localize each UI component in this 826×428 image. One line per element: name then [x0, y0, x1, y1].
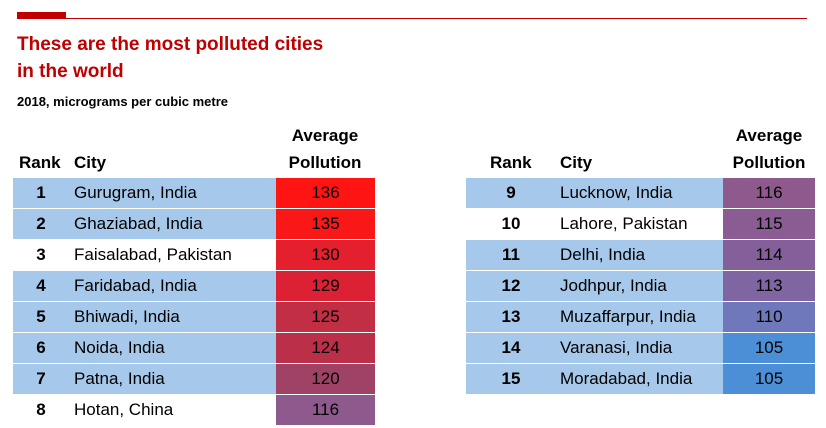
header-city-right: City [560, 153, 593, 172]
pollution-value-cell: 110 [723, 302, 815, 332]
pollution-value-cell: 125 [276, 302, 375, 332]
city-cell: Noida, India [74, 338, 165, 357]
header-city-left: City [74, 153, 107, 172]
table-row: 2 Ghaziabad, India 135 [13, 209, 375, 239]
rank-cell: 7 [36, 369, 46, 388]
pollution-value-cell: 105 [723, 333, 815, 363]
rank-cell: 2 [36, 214, 46, 233]
table-row: 12 Jodhpur, India 113 [466, 271, 815, 301]
table-row: 6 Noida, India 124 [13, 333, 375, 363]
table-row: 13 Muzaffarpur, India 110 [466, 302, 815, 332]
pollution-value-cell: 120 [276, 364, 375, 394]
header-pollution-line2: Pollution [732, 153, 806, 172]
table-row: 8 Hotan, China 116 [13, 395, 375, 425]
city-cell: Lucknow, India [560, 183, 673, 202]
pollution-value-cell: 124 [276, 333, 375, 363]
rank-cell: 10 [501, 214, 521, 233]
pollution-value-cell: 116 [723, 178, 815, 208]
header-pollution-line1: Average [291, 126, 359, 145]
chart-subtitle: 2018, micrograms per cubic metre [17, 94, 228, 109]
city-cell: Faisalabad, Pakistan [74, 245, 232, 264]
top-accent-block [17, 12, 66, 19]
rank-cell: 5 [36, 307, 46, 326]
city-cell: Faridabad, India [74, 276, 197, 295]
rank-cell: 6 [36, 338, 46, 357]
table-row: 5 Bhiwadi, India 125 [13, 302, 375, 332]
city-cell: Delhi, India [560, 245, 646, 264]
table-row: 10 Lahore, Pakistan 115 [466, 209, 815, 239]
pollution-value-cell: 136 [276, 178, 375, 208]
city-cell: Jodhpur, India [560, 276, 667, 295]
city-cell: Hotan, China [74, 400, 174, 419]
table-row: 9 Lucknow, India 116 [466, 178, 815, 208]
rank-cell: 12 [501, 276, 521, 295]
header-pollution-right: Average Pollution [722, 122, 816, 176]
city-cell: Bhiwadi, India [74, 307, 180, 326]
pollution-value-cell: 129 [276, 271, 375, 301]
table-row: 15 Moradabad, India 105 [466, 364, 815, 394]
city-cell: Gurugram, India [74, 183, 197, 202]
table-row: 11 Delhi, India 114 [466, 240, 815, 270]
table-row: 3 Faisalabad, Pakistan 130 [13, 240, 375, 270]
header-rank-right: Rank [490, 153, 532, 172]
pollution-value-cell: 114 [723, 240, 815, 270]
table-row: 4 Faridabad, India 129 [13, 271, 375, 301]
pollution-value-cell: 113 [723, 271, 815, 301]
rank-cell: 4 [36, 276, 46, 295]
city-cell: Muzaffarpur, India [560, 307, 696, 326]
rank-cell: 8 [36, 400, 46, 419]
rank-cell: 9 [506, 183, 516, 202]
top-rule [17, 18, 807, 19]
city-cell: Lahore, Pakistan [560, 214, 688, 233]
city-cell: Patna, India [74, 369, 165, 388]
header-pollution-line1: Average [735, 126, 803, 145]
rank-cell: 1 [36, 183, 46, 202]
header-pollution-line2: Pollution [288, 153, 362, 172]
pollution-value-cell: 116 [276, 395, 375, 425]
rank-cell: 11 [502, 245, 520, 264]
rank-cell: 13 [501, 307, 521, 326]
table-row: 14 Varanasi, India 105 [466, 333, 815, 363]
header-rank-left: Rank [19, 153, 61, 172]
rank-cell: 3 [36, 245, 46, 264]
table-row: 1 Gurugram, India 136 [13, 178, 375, 208]
city-cell: Varanasi, India [560, 338, 673, 357]
pollution-value-cell: 130 [276, 240, 375, 270]
city-cell: Moradabad, India [560, 369, 693, 388]
pollution-value-cell: 115 [723, 209, 815, 239]
city-cell: Ghaziabad, India [74, 214, 203, 233]
pollution-value-cell: 135 [276, 209, 375, 239]
rank-cell: 15 [501, 369, 521, 388]
pollution-value-cell: 105 [723, 364, 815, 394]
chart-title: These are the most polluted cities in th… [17, 34, 324, 82]
table-row: 7 Patna, India 120 [13, 364, 375, 394]
header-pollution-left: Average Pollution [275, 122, 375, 176]
rank-cell: 14 [501, 338, 521, 357]
